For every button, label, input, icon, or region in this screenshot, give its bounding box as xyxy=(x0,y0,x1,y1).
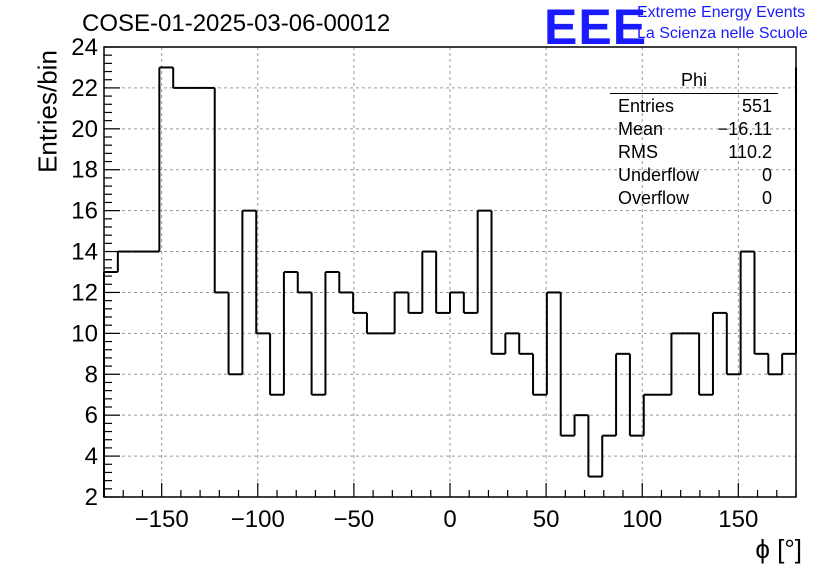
y-tick-label: 20 xyxy=(71,116,98,143)
x-tick-label: 50 xyxy=(533,506,560,533)
histogram-bin xyxy=(172,67,188,89)
histogram-bin xyxy=(227,292,243,376)
histogram-bin xyxy=(449,291,464,313)
histogram-bin xyxy=(753,251,769,355)
histogram-bin xyxy=(739,250,755,375)
x-tick-label: 150 xyxy=(718,506,758,533)
histogram-bin xyxy=(213,87,229,294)
histogram-bin xyxy=(116,250,132,272)
histogram-bin xyxy=(711,311,727,395)
y-axis-label: Entries/bin xyxy=(32,50,63,173)
eee-logo: EEE xyxy=(544,0,648,55)
x-tick-label: 0 xyxy=(443,506,456,533)
histogram-bin xyxy=(587,415,603,478)
histogram-bin xyxy=(462,292,478,314)
y-tick-label: 18 xyxy=(71,157,98,184)
histogram-bin xyxy=(103,271,118,497)
histogram-bin xyxy=(698,333,713,396)
histogram-bin xyxy=(518,333,534,355)
histogram-bin xyxy=(241,209,257,375)
stats-label: Underflow xyxy=(618,165,700,185)
histogram-bin xyxy=(725,312,741,376)
x-tick-label: 100 xyxy=(622,506,662,533)
y-tick-label: 2 xyxy=(85,484,98,511)
x-axis-label: ϕ [°] xyxy=(755,534,802,564)
y-tick-label: 10 xyxy=(71,320,98,347)
x-tick-label: −50 xyxy=(334,506,375,533)
stats-label: Mean xyxy=(618,119,664,139)
stats-value: 551 xyxy=(741,96,772,116)
x-tick-label: −100 xyxy=(231,506,285,533)
histogram-bin xyxy=(435,251,450,314)
histogram-bin xyxy=(310,292,326,396)
histogram-bin xyxy=(559,292,575,437)
y-tick-label: 24 xyxy=(71,34,98,61)
histogram-bin xyxy=(255,210,271,335)
stats-row-rms: RMS 110.2 xyxy=(610,141,778,164)
histogram-bin xyxy=(338,272,354,294)
histogram-bin xyxy=(767,353,783,376)
histogram-bin xyxy=(573,414,589,436)
histogram-bin xyxy=(296,272,312,294)
histogram-bin xyxy=(269,333,284,396)
histogram-bin xyxy=(393,291,409,334)
stats-row-mean: Mean −16.11 xyxy=(610,118,778,141)
y-tick-label: 12 xyxy=(71,279,98,306)
histogram-bin xyxy=(781,352,796,375)
y-tick-label: 4 xyxy=(85,443,98,470)
histogram-bin xyxy=(158,66,174,252)
x-tick-label: −150 xyxy=(135,506,189,533)
stats-value: −16.11 xyxy=(717,119,772,139)
histogram-bin xyxy=(365,312,381,335)
stats-label: Overflow xyxy=(618,188,690,208)
y-tick-label: 14 xyxy=(71,239,98,266)
stats-value: 0 xyxy=(761,165,772,185)
stats-row-overflow: Overflow 0 xyxy=(610,187,778,210)
stats-value: 110.2 xyxy=(728,142,772,162)
histogram-bin xyxy=(504,332,520,354)
logo-line-1: Extreme Energy Events xyxy=(637,4,806,21)
histogram-bin xyxy=(407,292,423,314)
histogram-bin xyxy=(532,353,547,396)
logo-line-2: La Scienza nelle Scuole xyxy=(637,25,808,42)
histogram-bin xyxy=(545,291,561,395)
histogram-bin xyxy=(421,250,437,313)
chart-title: COSE-01-2025-03-06-00012 xyxy=(82,10,391,37)
y-tick-label: 6 xyxy=(85,402,98,429)
stats-title: Phi xyxy=(610,70,778,94)
stats-value: 0 xyxy=(761,188,772,208)
histogram-bin xyxy=(490,210,506,355)
stats-row-entries: Entries 551 xyxy=(610,95,778,118)
stats-row-underflow: Underflow 0 xyxy=(610,164,778,187)
y-tick-label: 16 xyxy=(71,198,98,225)
histogram-bin xyxy=(642,393,658,436)
stats-box: Phi Entries 551 Mean −16.11 RMS 110.2 Un… xyxy=(610,70,778,210)
histogram-bin xyxy=(670,332,686,395)
histogram-bin xyxy=(601,434,617,477)
histogram-bin xyxy=(628,353,644,437)
histogram-bin xyxy=(282,271,298,395)
histogram-bin xyxy=(615,352,630,436)
stats-label: RMS xyxy=(618,142,658,162)
y-tick-label: 8 xyxy=(85,361,98,388)
histogram-bin xyxy=(324,271,340,395)
histogram-bin xyxy=(352,292,367,314)
y-tick-label: 22 xyxy=(71,75,98,102)
histogram-bin xyxy=(476,209,492,313)
stats-label: Entries xyxy=(618,96,675,116)
